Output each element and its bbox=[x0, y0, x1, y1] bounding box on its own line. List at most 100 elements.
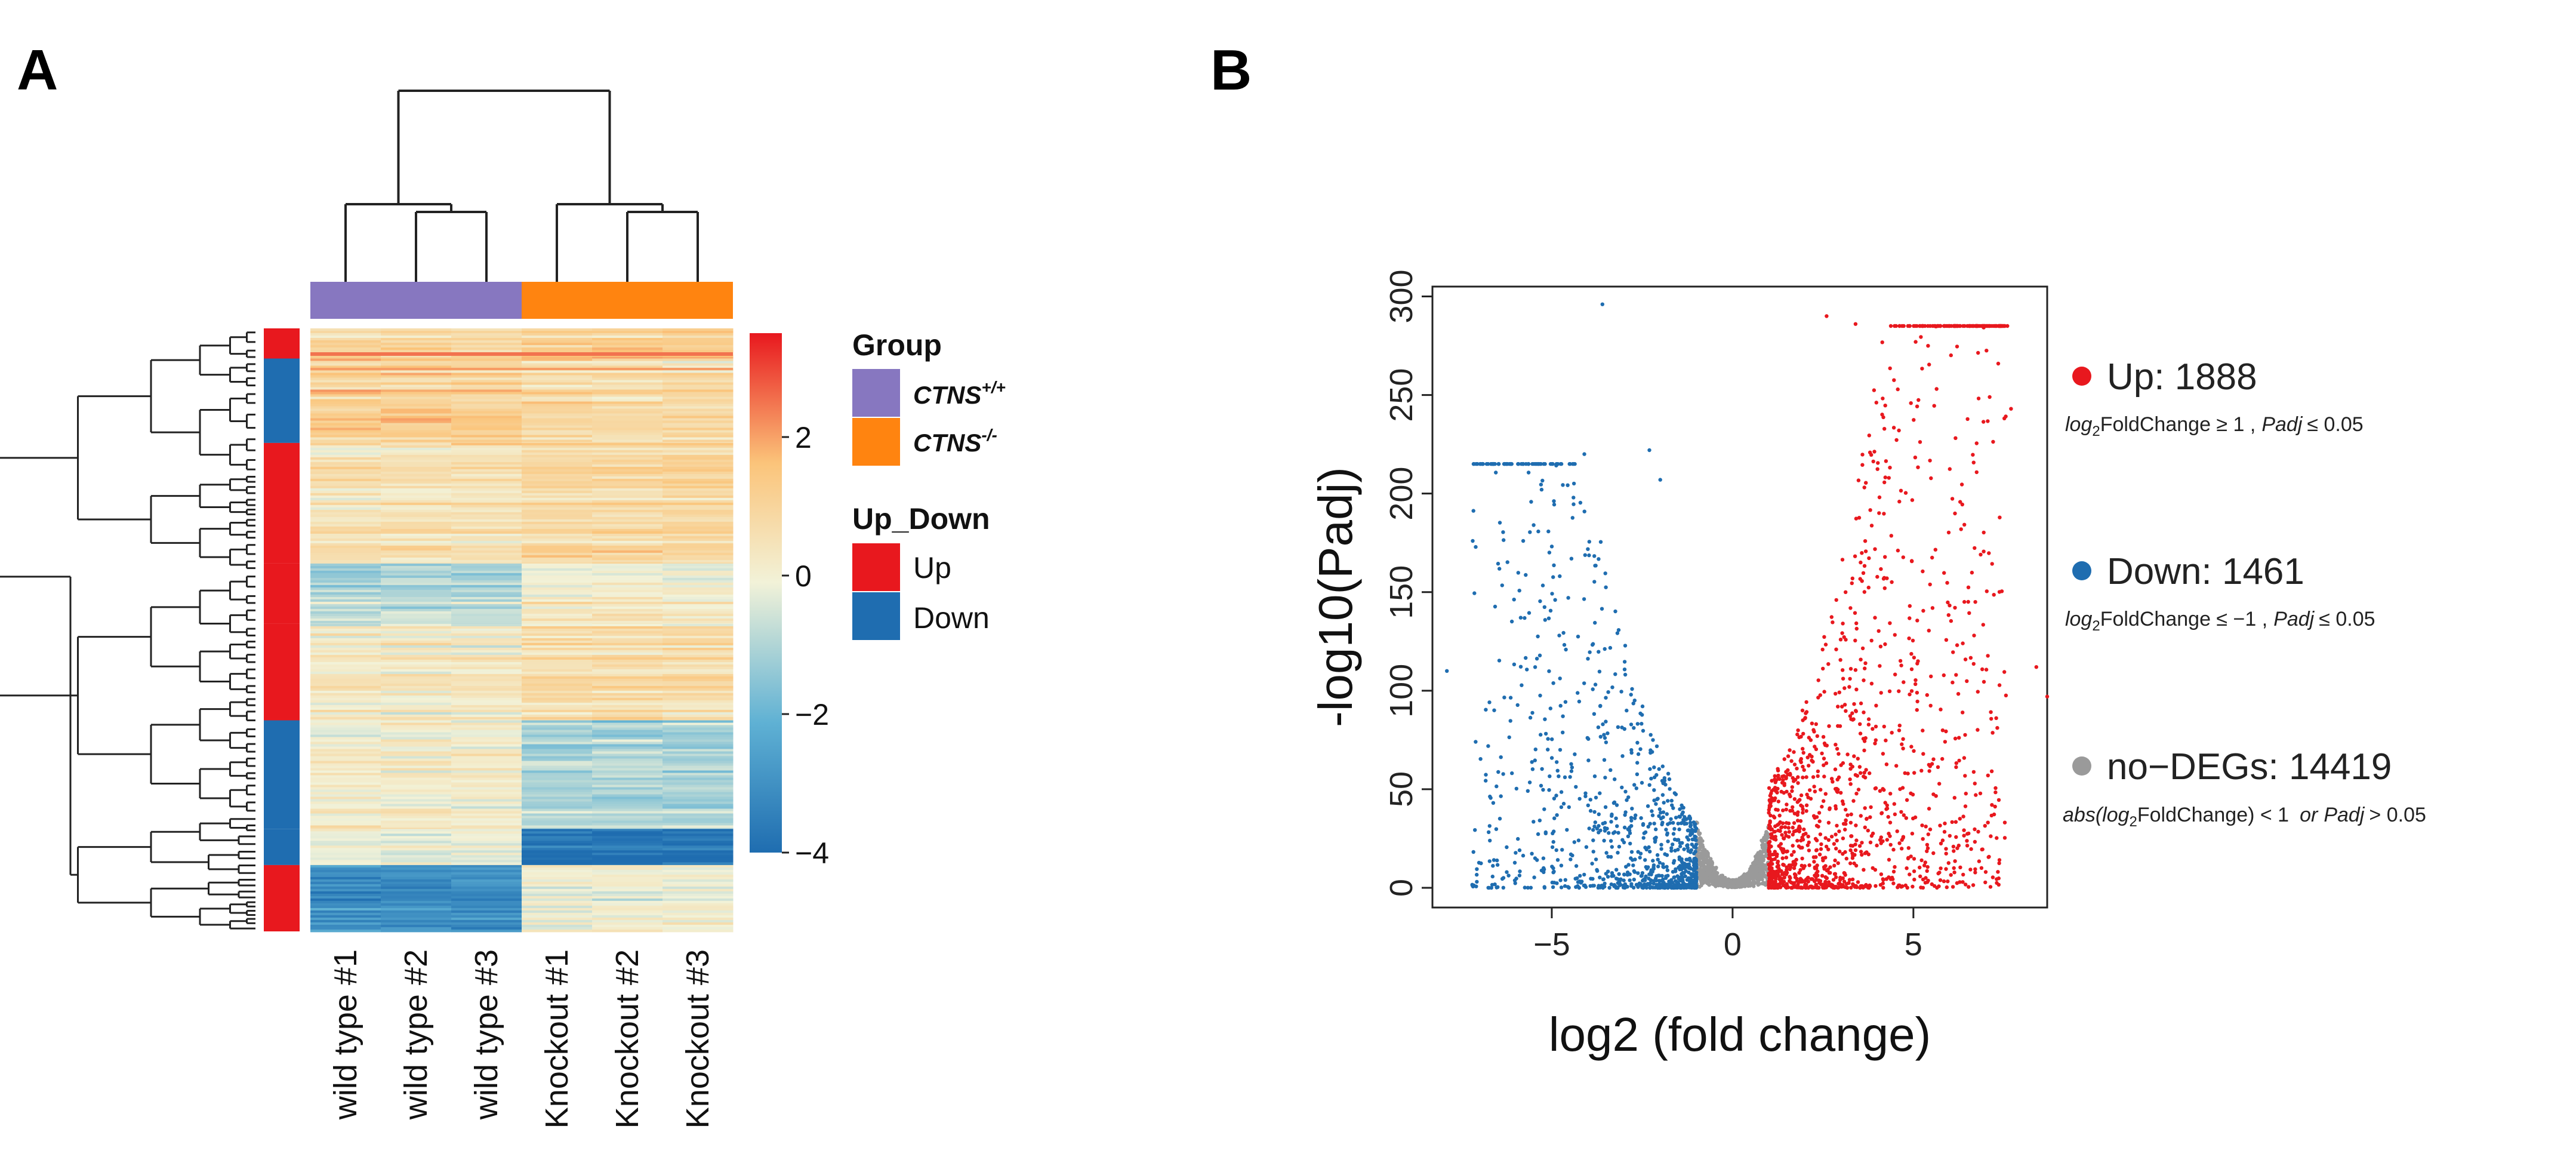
heat-cell bbox=[663, 389, 734, 392]
volcano-point bbox=[1789, 853, 1794, 857]
volcano-point bbox=[1823, 792, 1828, 796]
volcano-point bbox=[1829, 615, 1834, 619]
volcano-point bbox=[1758, 866, 1762, 870]
heat-cell bbox=[592, 568, 663, 571]
volcano-point bbox=[1857, 765, 1862, 769]
heat-cell bbox=[381, 773, 452, 776]
heat-cell bbox=[592, 714, 663, 718]
volcano-point bbox=[1634, 813, 1638, 817]
volcano-point bbox=[1786, 826, 1791, 830]
heat-cell bbox=[451, 768, 522, 771]
heat-cell bbox=[381, 377, 452, 380]
heat-cell bbox=[381, 898, 452, 902]
heat-cell bbox=[451, 616, 522, 619]
volcano-point bbox=[1925, 846, 1930, 850]
heat-cell bbox=[310, 423, 381, 426]
volcano-point bbox=[1927, 769, 1931, 773]
volcano-point bbox=[1659, 842, 1663, 847]
volcano-point bbox=[1524, 656, 1528, 660]
heat-cell bbox=[592, 848, 663, 851]
heat-cell bbox=[451, 896, 522, 899]
volcano-point bbox=[1551, 681, 1555, 685]
volcano-point bbox=[1845, 752, 1850, 756]
heat-cell bbox=[451, 478, 522, 482]
volcano-point bbox=[1854, 626, 1859, 631]
heat-cell bbox=[522, 881, 593, 885]
heat-cell bbox=[522, 666, 593, 670]
heat-cell bbox=[310, 709, 381, 713]
volcano-point bbox=[1982, 549, 1986, 553]
volcano-point bbox=[1785, 870, 1789, 875]
volcano-point bbox=[1990, 731, 1995, 735]
heat-cell bbox=[381, 559, 452, 563]
volcano-point bbox=[1781, 872, 1785, 876]
heat-cell bbox=[381, 611, 452, 614]
heat-cell bbox=[381, 473, 452, 477]
heat-cell bbox=[381, 888, 452, 892]
volcano-point bbox=[1505, 870, 1509, 874]
volcano-point bbox=[1493, 604, 1497, 609]
volcano-point bbox=[1790, 785, 1794, 789]
volcano-point bbox=[1804, 809, 1808, 813]
heat-cell bbox=[451, 462, 522, 465]
heat-cell bbox=[310, 633, 381, 636]
heat-cell bbox=[522, 524, 593, 527]
heat-cell bbox=[451, 394, 522, 397]
volcano-point bbox=[1816, 696, 1820, 700]
volcano-point bbox=[1768, 820, 1772, 825]
heat-cell bbox=[310, 657, 381, 660]
heat-cell bbox=[663, 681, 734, 684]
volcano-point bbox=[1604, 851, 1609, 855]
volcano-point bbox=[1614, 803, 1619, 807]
heat-cell bbox=[663, 761, 734, 764]
volcano-point bbox=[1678, 815, 1682, 819]
volcano-point bbox=[1773, 835, 1777, 839]
volcano-point bbox=[1662, 801, 1666, 805]
volcano-point bbox=[1662, 865, 1666, 869]
heat-cell bbox=[663, 340, 734, 343]
volcano-point bbox=[1699, 853, 1703, 857]
heat-cell bbox=[381, 575, 452, 579]
heat-cell bbox=[451, 727, 522, 730]
volcano-point bbox=[1947, 324, 1951, 328]
heat-cell bbox=[522, 373, 593, 376]
heat-cell bbox=[592, 855, 663, 858]
volcano-point bbox=[1532, 875, 1536, 879]
heat-cell bbox=[522, 744, 593, 747]
heat-cell bbox=[592, 420, 663, 423]
heat-cell bbox=[451, 538, 522, 542]
heat-cell bbox=[381, 746, 452, 749]
panel-a-letter: A bbox=[17, 38, 58, 102]
volcano-point bbox=[1883, 642, 1887, 647]
heat-cell bbox=[310, 820, 381, 823]
volcano-point bbox=[1912, 878, 1916, 882]
heat-cell bbox=[310, 666, 381, 670]
volcano-point bbox=[1915, 324, 1919, 328]
volcano-point bbox=[1794, 873, 1798, 877]
heat-cell bbox=[663, 485, 734, 489]
volcano-point bbox=[1540, 583, 1545, 587]
volcano-point bbox=[1820, 856, 1825, 860]
heat-cell bbox=[381, 893, 452, 897]
heat-cell bbox=[381, 347, 452, 350]
heat-cell bbox=[310, 557, 381, 561]
heat-cell bbox=[592, 473, 663, 477]
heat-cell bbox=[381, 358, 452, 361]
updown-segment-3 bbox=[264, 563, 300, 624]
volcano-point bbox=[1566, 596, 1570, 600]
volcano-point bbox=[1678, 841, 1682, 845]
heat-cell bbox=[381, 751, 452, 754]
heat-cell bbox=[381, 483, 452, 487]
heat-cell bbox=[381, 336, 452, 339]
volcano-point bbox=[1559, 805, 1564, 810]
volcano-point bbox=[1808, 753, 1812, 757]
heat-cell bbox=[310, 476, 381, 479]
volcano-point bbox=[1854, 709, 1858, 713]
volcano-point bbox=[1782, 783, 1786, 788]
heat-cell bbox=[592, 507, 663, 510]
heat-cell bbox=[310, 695, 381, 699]
heat-cell bbox=[310, 408, 381, 411]
heat-cell bbox=[663, 700, 734, 703]
heat-cell bbox=[381, 375, 452, 378]
heat-cell bbox=[381, 841, 452, 844]
